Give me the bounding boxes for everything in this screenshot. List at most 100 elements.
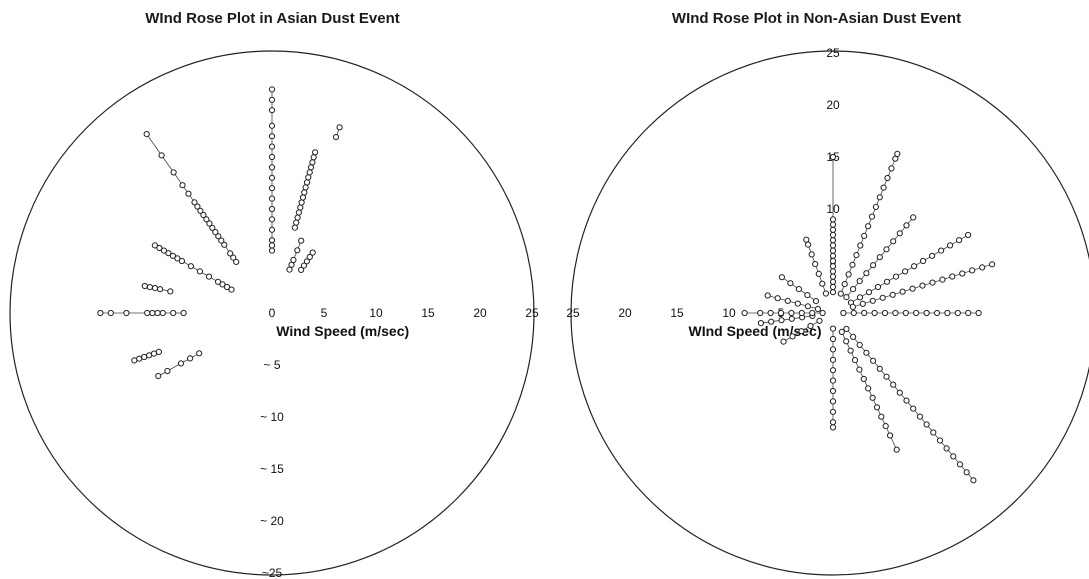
data-point <box>816 317 823 324</box>
data-point <box>268 96 276 103</box>
data-point <box>936 437 944 444</box>
data-point <box>929 252 936 259</box>
data-point <box>919 282 926 289</box>
data-point <box>883 278 891 285</box>
data-point <box>123 309 130 317</box>
data-point <box>187 263 194 270</box>
data-point <box>151 285 159 292</box>
data-point <box>863 270 870 277</box>
data-point <box>829 335 837 343</box>
data-point <box>837 290 844 297</box>
data-point <box>909 285 916 292</box>
data-point <box>861 309 868 317</box>
data-point <box>860 375 867 383</box>
data-point <box>815 270 822 277</box>
data-point <box>892 273 900 280</box>
data-point <box>849 261 856 268</box>
data-point <box>221 241 228 248</box>
data-point <box>268 226 276 233</box>
data-point <box>829 153 837 161</box>
data-point <box>829 247 837 254</box>
data-point <box>979 264 986 271</box>
data-point <box>965 231 972 239</box>
data-point <box>767 309 774 317</box>
data-point <box>154 309 161 317</box>
data-point <box>840 309 847 317</box>
data-point <box>310 154 317 161</box>
data-point <box>879 294 886 301</box>
data-point <box>871 309 878 317</box>
data-point <box>159 309 166 317</box>
data-point <box>856 341 863 348</box>
data-point <box>883 246 890 253</box>
data-point <box>165 250 172 257</box>
data-point <box>865 223 872 230</box>
data-point <box>312 149 319 156</box>
data-point <box>829 216 837 223</box>
data-point <box>882 423 889 430</box>
data-point <box>845 271 852 278</box>
data-point <box>268 242 276 249</box>
data-point <box>230 254 237 261</box>
data-point <box>164 367 171 375</box>
data-point <box>829 278 837 285</box>
data-point <box>902 268 909 275</box>
data-point <box>803 236 810 243</box>
data-point <box>975 309 982 317</box>
data-point <box>294 247 301 254</box>
data-point <box>268 195 276 202</box>
data-point <box>841 281 848 288</box>
data-point <box>149 309 156 317</box>
data-point <box>881 309 889 317</box>
data-point <box>888 165 895 172</box>
data-point <box>939 276 946 283</box>
data-point <box>916 413 923 420</box>
data-point <box>293 219 300 226</box>
data-point <box>146 284 153 291</box>
data-point <box>107 309 114 317</box>
data-point <box>829 424 837 431</box>
data-point <box>185 190 192 197</box>
data-point <box>829 325 837 332</box>
data-point <box>920 257 927 265</box>
data-point <box>829 289 837 296</box>
data-point <box>829 237 837 244</box>
data-point <box>865 385 872 392</box>
data-point <box>131 357 138 364</box>
data-point <box>829 387 837 395</box>
wind-rose-plot: 0 5 10 15 20 25 ~ 5 ~ 10 ~ 15 ~ 20 ~25 Wind Speed (… <box>9 50 539 579</box>
data-point <box>233 258 240 265</box>
data-point <box>268 107 276 114</box>
data-point <box>829 398 837 405</box>
data-point <box>268 205 276 213</box>
data-point <box>884 174 891 182</box>
data-point <box>954 309 961 317</box>
data-point <box>223 283 231 291</box>
data-point <box>798 309 805 317</box>
data-point <box>861 232 868 239</box>
data-point <box>913 309 920 317</box>
data-point <box>829 346 837 353</box>
data-point <box>965 309 972 317</box>
data-point <box>191 199 198 206</box>
data-point <box>218 237 225 244</box>
data-point <box>306 169 313 176</box>
data-point <box>970 477 977 484</box>
data-point <box>332 134 340 141</box>
data-point <box>903 222 910 229</box>
data-point <box>268 174 276 181</box>
data-point <box>228 286 235 293</box>
data-point <box>829 242 837 249</box>
radial-tick-label: 10 <box>369 306 383 320</box>
data-point <box>893 446 900 453</box>
data-point <box>819 309 826 317</box>
data-point <box>778 274 785 281</box>
data-point <box>141 353 148 361</box>
data-point <box>155 372 162 380</box>
data-point <box>180 309 187 317</box>
data-point <box>876 365 883 372</box>
data-point <box>309 249 316 256</box>
data-point <box>787 280 794 287</box>
data-point <box>209 224 216 231</box>
data-point <box>863 349 870 356</box>
